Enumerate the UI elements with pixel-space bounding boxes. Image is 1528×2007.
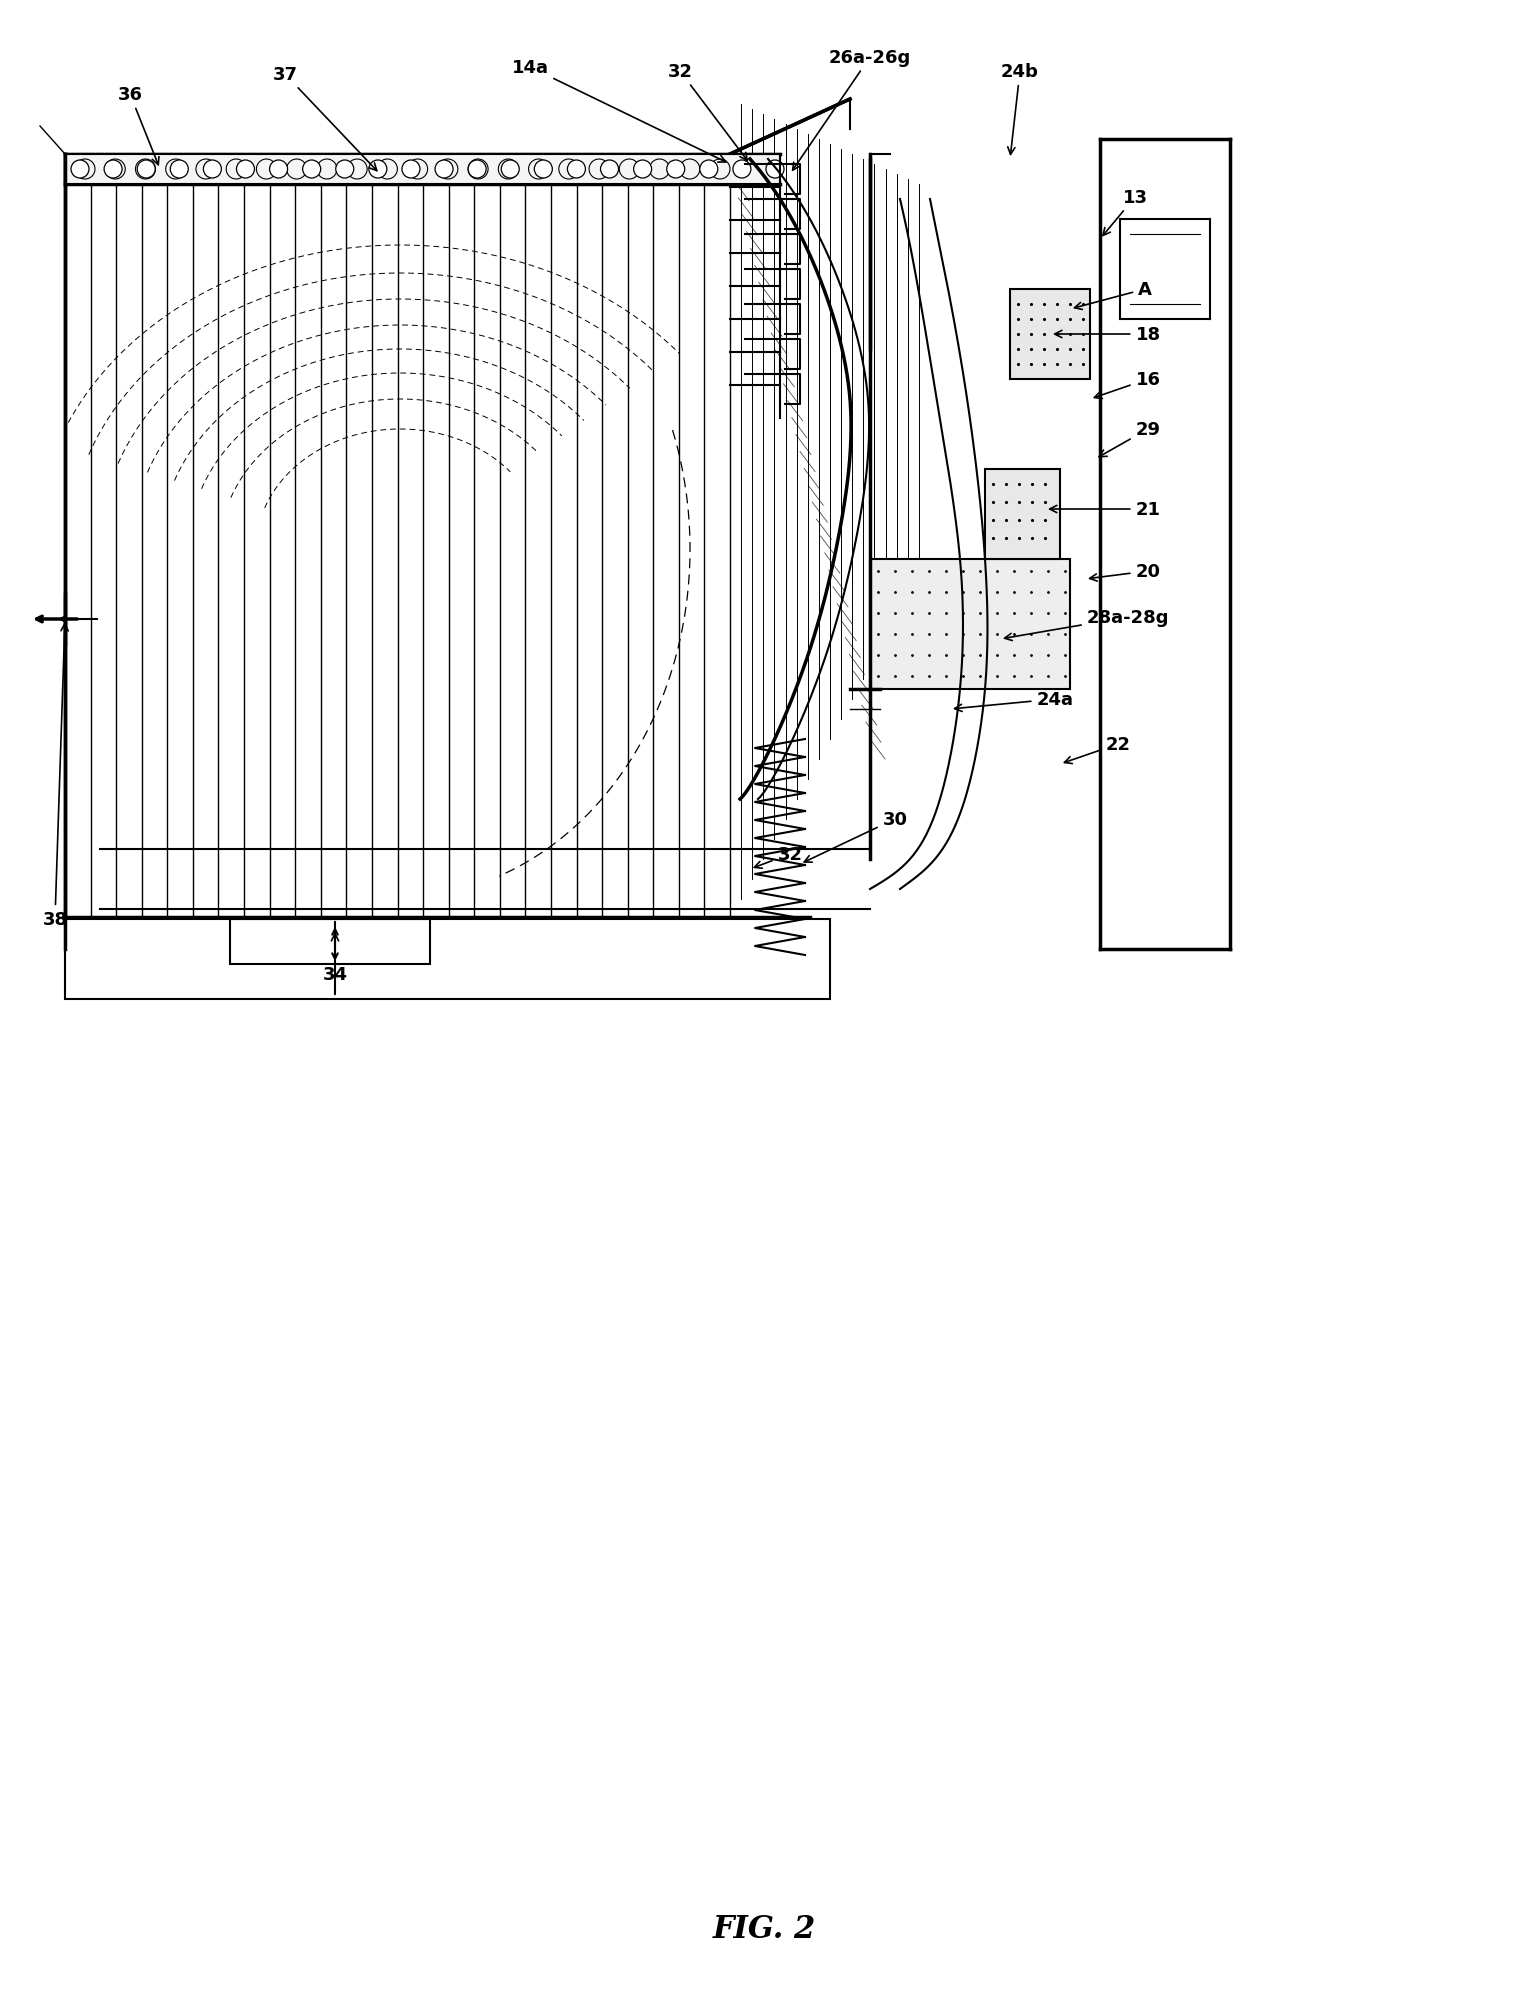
Text: 24a: 24a xyxy=(955,690,1074,712)
Circle shape xyxy=(666,161,685,179)
Circle shape xyxy=(170,161,188,179)
Circle shape xyxy=(336,161,354,179)
Text: 21: 21 xyxy=(1050,502,1160,518)
Bar xyxy=(66,919,830,999)
Circle shape xyxy=(468,161,486,179)
Bar xyxy=(231,919,429,965)
Text: 26a-26g: 26a-26g xyxy=(793,48,911,171)
Polygon shape xyxy=(66,155,779,185)
Circle shape xyxy=(303,161,321,179)
Text: 28a-28g: 28a-28g xyxy=(1004,608,1169,640)
Circle shape xyxy=(535,161,552,179)
Text: A: A xyxy=(1074,281,1152,311)
Bar xyxy=(986,470,1060,560)
Text: 38: 38 xyxy=(43,624,69,929)
Circle shape xyxy=(567,161,585,179)
Bar xyxy=(869,560,1070,690)
Circle shape xyxy=(70,161,89,179)
Circle shape xyxy=(733,161,750,179)
Circle shape xyxy=(601,161,619,179)
Text: 20: 20 xyxy=(1089,562,1160,582)
Bar xyxy=(66,155,779,185)
Circle shape xyxy=(501,161,520,179)
Text: 30: 30 xyxy=(804,811,908,863)
Text: 32: 32 xyxy=(755,845,802,869)
Circle shape xyxy=(269,161,287,179)
Circle shape xyxy=(203,161,222,179)
Circle shape xyxy=(435,161,452,179)
Text: 18: 18 xyxy=(1054,325,1161,343)
Text: 34: 34 xyxy=(322,933,347,983)
Bar xyxy=(1010,289,1089,379)
Circle shape xyxy=(700,161,718,179)
Text: 22: 22 xyxy=(1065,737,1131,765)
Text: 32: 32 xyxy=(668,62,747,161)
Text: FIG. 2: FIG. 2 xyxy=(712,1913,816,1945)
Circle shape xyxy=(634,161,651,179)
Text: 16: 16 xyxy=(1094,371,1160,399)
Text: 14a: 14a xyxy=(512,58,726,163)
Circle shape xyxy=(402,161,420,179)
Circle shape xyxy=(104,161,122,179)
Text: 13: 13 xyxy=(1103,189,1148,237)
Text: 29: 29 xyxy=(1099,421,1160,458)
Circle shape xyxy=(138,161,156,179)
Text: 36: 36 xyxy=(118,86,159,167)
Text: 37: 37 xyxy=(272,66,377,171)
Text: 24b: 24b xyxy=(1001,62,1039,155)
Circle shape xyxy=(368,161,387,179)
Circle shape xyxy=(766,161,784,179)
Circle shape xyxy=(237,161,255,179)
